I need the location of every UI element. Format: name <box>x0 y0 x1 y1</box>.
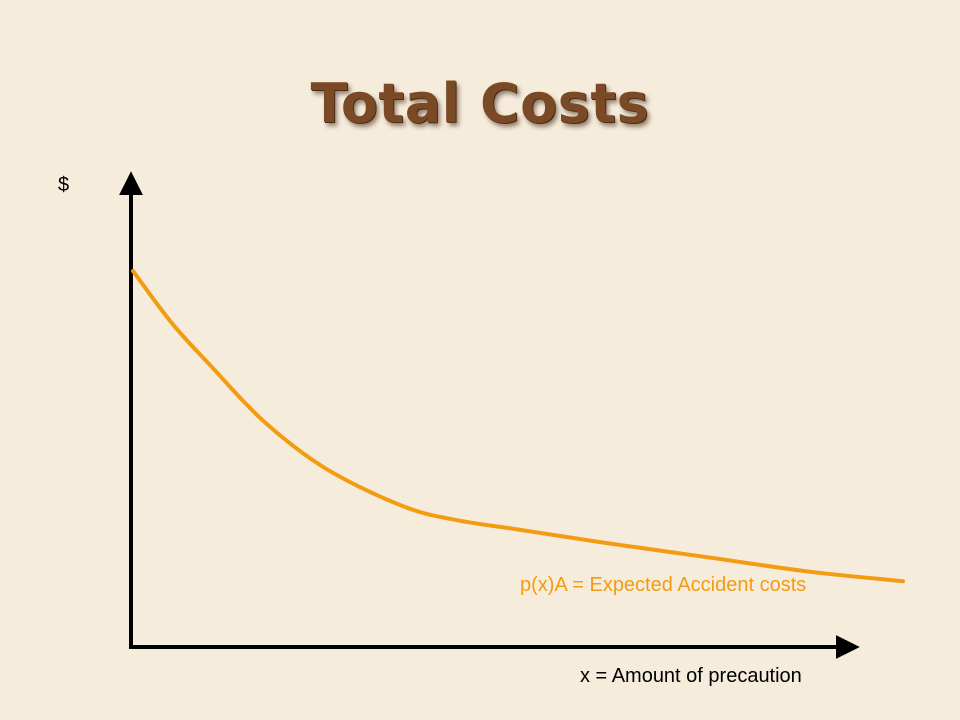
page-title: Total Costs <box>310 72 650 135</box>
accident-cost-curve <box>131 269 905 584</box>
x-axis-label: x = Amount of precaution <box>580 665 802 687</box>
y-axis-label: $ <box>58 174 69 196</box>
accident-cost-series-label: p(x)A = Expected Accident costs <box>520 574 806 596</box>
